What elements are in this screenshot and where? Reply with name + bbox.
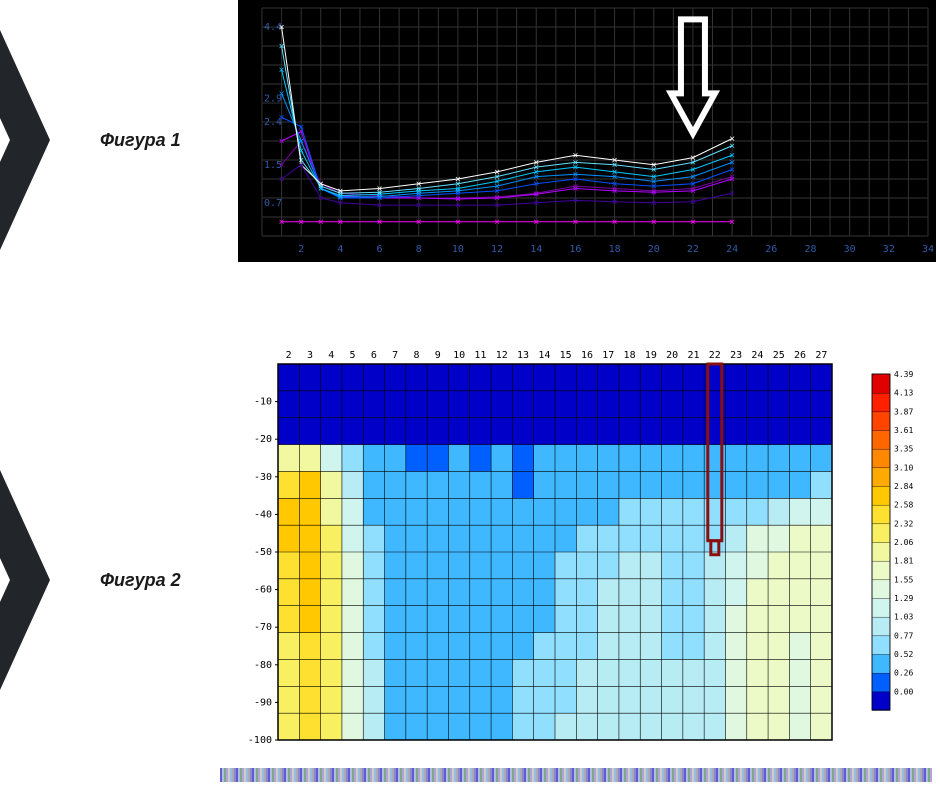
- svg-text:0.77: 0.77: [894, 631, 913, 640]
- svg-text:23: 23: [730, 350, 742, 361]
- svg-text:2: 2: [298, 244, 304, 255]
- chevron-fig2: [0, 470, 50, 690]
- chart2-svg: 2345678910111213141516171819202122232425…: [238, 340, 932, 750]
- svg-text:-20: -20: [254, 434, 272, 445]
- svg-text:-80: -80: [254, 660, 272, 671]
- label-fig2: Фигура 2: [100, 570, 181, 591]
- footer-svg: [220, 768, 932, 782]
- svg-text:-70: -70: [254, 622, 272, 633]
- svg-text:2.06: 2.06: [894, 538, 913, 547]
- svg-text:3: 3: [307, 350, 313, 361]
- svg-text:4.13: 4.13: [894, 389, 913, 398]
- svg-text:0.52: 0.52: [894, 650, 913, 659]
- svg-text:-60: -60: [254, 585, 272, 596]
- svg-text:4.4: 4.4: [264, 22, 282, 33]
- svg-text:25: 25: [773, 350, 785, 361]
- svg-text:-30: -30: [254, 472, 272, 483]
- svg-text:-50: -50: [254, 547, 272, 558]
- svg-text:-40: -40: [254, 509, 272, 520]
- svg-text:22: 22: [687, 244, 699, 255]
- svg-text:19: 19: [645, 350, 657, 361]
- svg-text:1.5: 1.5: [264, 160, 282, 171]
- svg-text:4.39: 4.39: [894, 370, 913, 379]
- svg-text:2.32: 2.32: [894, 519, 913, 528]
- svg-text:5: 5: [350, 350, 356, 361]
- svg-text:9: 9: [435, 350, 441, 361]
- svg-text:16: 16: [581, 350, 593, 361]
- svg-text:3.10: 3.10: [894, 463, 913, 472]
- label-fig1: Фигура 1: [100, 130, 181, 151]
- svg-text:14: 14: [538, 350, 550, 361]
- svg-text:30: 30: [844, 244, 856, 255]
- svg-text:0.00: 0.00: [894, 687, 913, 696]
- svg-text:0.26: 0.26: [894, 669, 913, 678]
- svg-text:17: 17: [602, 350, 614, 361]
- svg-text:4: 4: [337, 244, 343, 255]
- svg-text:10: 10: [453, 350, 465, 361]
- svg-text:16: 16: [569, 244, 581, 255]
- svg-text:20: 20: [666, 350, 678, 361]
- svg-text:18: 18: [624, 350, 636, 361]
- footer-pattern: [220, 768, 932, 782]
- svg-text:21: 21: [687, 350, 699, 361]
- chevron-shape: [0, 30, 50, 250]
- svg-text:10: 10: [452, 244, 464, 255]
- page: Фигура 1 2468101214161820222426283032340…: [0, 0, 940, 788]
- chevron-shape: [0, 470, 50, 690]
- svg-text:1.29: 1.29: [894, 594, 913, 603]
- svg-text:2.4: 2.4: [264, 117, 282, 128]
- svg-text:32: 32: [883, 244, 895, 255]
- svg-text:8: 8: [413, 350, 419, 361]
- svg-text:18: 18: [609, 244, 621, 255]
- chart2-frame: 2345678910111213141516171819202122232425…: [238, 340, 932, 750]
- svg-text:28: 28: [804, 244, 816, 255]
- svg-text:1.81: 1.81: [894, 557, 913, 566]
- svg-text:3.61: 3.61: [894, 426, 913, 435]
- svg-text:12: 12: [491, 244, 503, 255]
- chart1-svg: 2468101214161820222426283032340.71.52.42…: [240, 2, 934, 260]
- svg-text:24: 24: [751, 350, 763, 361]
- svg-text:14: 14: [530, 244, 542, 255]
- svg-text:2.9: 2.9: [264, 93, 282, 104]
- chart1-frame: 2468101214161820222426283032340.71.52.42…: [238, 0, 936, 262]
- svg-text:20: 20: [648, 244, 660, 255]
- svg-text:24: 24: [726, 244, 738, 255]
- svg-text:13: 13: [517, 350, 529, 361]
- svg-text:2: 2: [286, 350, 292, 361]
- svg-text:4: 4: [328, 350, 334, 361]
- svg-text:3.35: 3.35: [894, 445, 913, 454]
- svg-text:3.87: 3.87: [894, 407, 913, 416]
- svg-text:6: 6: [371, 350, 377, 361]
- svg-text:8: 8: [416, 244, 422, 255]
- svg-text:2.58: 2.58: [894, 501, 913, 510]
- svg-text:1.03: 1.03: [894, 613, 913, 622]
- svg-text:-100: -100: [248, 735, 272, 746]
- svg-text:6: 6: [377, 244, 383, 255]
- svg-text:27: 27: [815, 350, 827, 361]
- svg-text:2.84: 2.84: [894, 482, 913, 491]
- chevron-fig1: [0, 30, 50, 250]
- svg-text:34: 34: [922, 244, 934, 255]
- chevron-svg: [0, 470, 50, 690]
- svg-text:0.7: 0.7: [264, 198, 282, 209]
- svg-text:11: 11: [474, 350, 486, 361]
- svg-text:-10: -10: [254, 397, 272, 408]
- svg-text:7: 7: [392, 350, 398, 361]
- svg-text:1.55: 1.55: [894, 575, 913, 584]
- svg-text:15: 15: [560, 350, 572, 361]
- svg-text:22: 22: [709, 350, 721, 361]
- chevron-svg: [0, 30, 50, 250]
- svg-text:12: 12: [496, 350, 508, 361]
- svg-text:26: 26: [765, 244, 777, 255]
- svg-text:-90: -90: [254, 697, 272, 708]
- svg-text:26: 26: [794, 350, 806, 361]
